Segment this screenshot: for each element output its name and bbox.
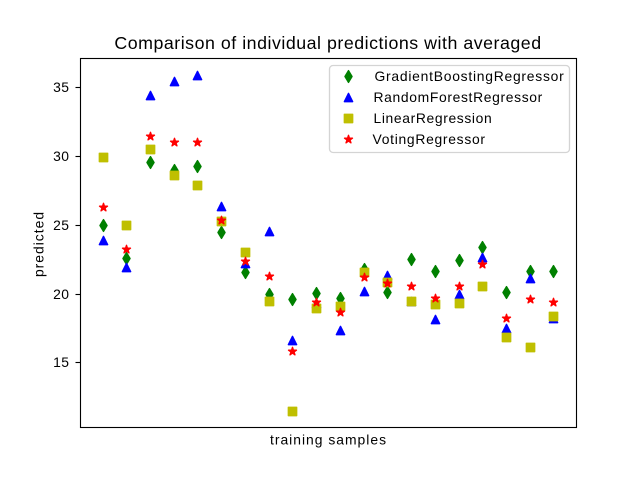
svg-text:25: 25 — [53, 217, 69, 233]
svg-text:30: 30 — [53, 148, 69, 164]
svg-text:predicted: predicted — [31, 211, 47, 277]
svg-text:LinearRegression: LinearRegression — [374, 110, 493, 126]
svg-text:15: 15 — [53, 354, 69, 370]
svg-text:Comparison of individual predi: Comparison of individual predictions wit… — [114, 33, 541, 53]
svg-text:35: 35 — [53, 79, 69, 95]
svg-text:20: 20 — [53, 286, 69, 302]
svg-text:RandomForestRegressor: RandomForestRegressor — [374, 89, 543, 105]
svg-text:GradientBoostingRegressor: GradientBoostingRegressor — [375, 68, 565, 84]
svg-text:VotingRegressor: VotingRegressor — [373, 131, 486, 147]
svg-text:training samples: training samples — [270, 431, 387, 447]
